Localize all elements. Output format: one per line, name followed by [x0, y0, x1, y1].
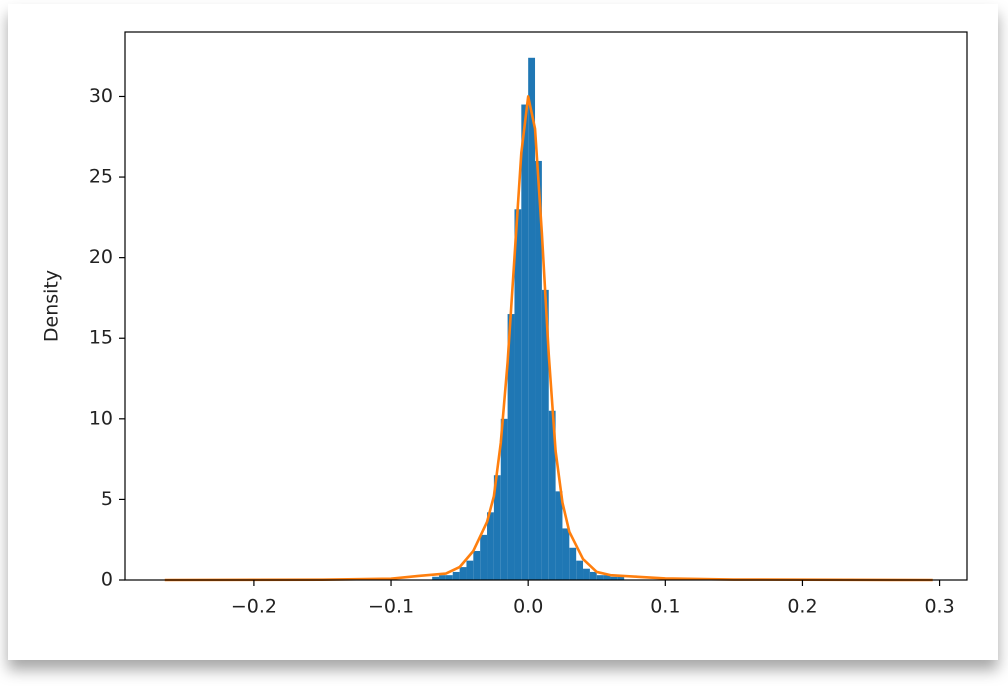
bar — [555, 491, 563, 580]
bar — [610, 576, 618, 580]
bar — [589, 571, 597, 580]
kde-line — [164, 95, 933, 582]
y-tick-label: 20 — [89, 246, 113, 268]
x-tick-label: 0.0 — [513, 596, 543, 618]
bar — [480, 534, 488, 580]
bar — [535, 160, 542, 581]
bar — [541, 289, 549, 580]
y-tick-label: 10 — [89, 407, 113, 429]
bar — [507, 314, 515, 580]
y-tick-label: 5 — [101, 488, 113, 510]
bar — [493, 475, 501, 580]
bar — [466, 560, 474, 580]
y-tick-label: 0 — [101, 569, 113, 591]
y-tick-label: 15 — [89, 327, 113, 349]
x-tick-label: 0.2 — [787, 596, 817, 618]
y-tick-label: 25 — [89, 166, 113, 188]
y-tick-label: 30 — [89, 85, 113, 107]
bar — [583, 568, 590, 580]
bar — [452, 571, 460, 580]
bar — [548, 410, 556, 580]
bar — [473, 550, 481, 580]
bar — [432, 576, 440, 580]
bar — [528, 57, 536, 581]
x-tick-label: −0.1 — [368, 596, 414, 618]
x-tick-label: −0.2 — [231, 596, 277, 618]
bar — [576, 560, 584, 580]
bar — [617, 576, 625, 580]
bar — [445, 575, 453, 580]
x-tick-label: 0.1 — [650, 596, 680, 618]
bar — [562, 528, 570, 580]
bar — [459, 567, 467, 580]
bar — [500, 418, 508, 580]
plot-frame — [124, 31, 968, 581]
bar — [521, 104, 529, 580]
y-axis-label: Density — [41, 270, 63, 342]
bar — [569, 547, 577, 580]
bar — [439, 575, 446, 580]
bar — [596, 575, 604, 580]
bar — [603, 575, 611, 580]
bar — [487, 512, 494, 580]
bar — [514, 209, 522, 580]
x-tick-label: 0.3 — [924, 596, 954, 618]
